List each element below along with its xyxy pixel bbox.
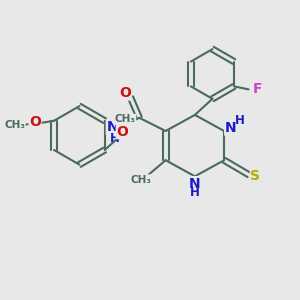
Text: H: H (110, 132, 119, 145)
Text: N: N (189, 177, 201, 190)
Text: CH₃: CH₃ (115, 114, 136, 124)
Text: CH₃: CH₃ (4, 120, 25, 130)
Text: N: N (106, 120, 118, 134)
Text: S: S (250, 169, 260, 183)
Text: O: O (119, 86, 130, 100)
Text: F: F (253, 82, 262, 96)
Text: CH₃: CH₃ (131, 175, 152, 185)
Text: O: O (29, 115, 41, 129)
Text: H: H (234, 114, 244, 127)
Text: O: O (116, 124, 128, 139)
Text: N: N (225, 121, 236, 135)
Text: H: H (190, 186, 200, 199)
